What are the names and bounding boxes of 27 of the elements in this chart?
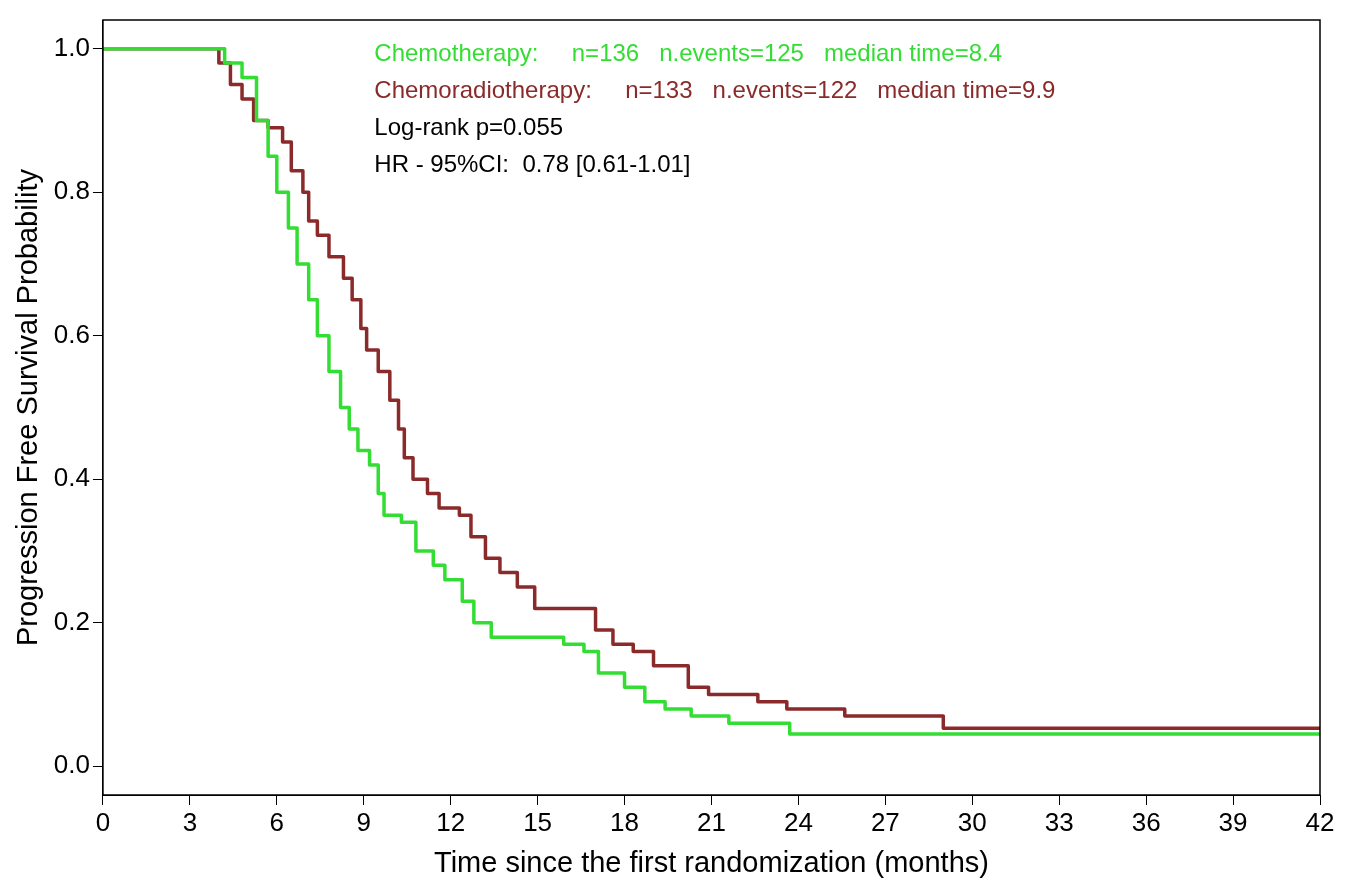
x-tick-label: 24 (783, 806, 813, 837)
x-tick-label: 6 (269, 806, 285, 837)
x-tick-label: 9 (356, 806, 371, 837)
x-tick-label: 15 (523, 806, 553, 837)
x-tick-label: 0 (95, 806, 111, 837)
x-tick-label: 42 (1305, 806, 1335, 837)
x-tick-label: 36 (1131, 806, 1161, 837)
annotation: Log-rank p=0.055 (374, 112, 564, 140)
x-tick-label: 39 (1218, 806, 1248, 837)
text: Chemotherapy: n=136 n.events=125 median time=8.4 (374, 38, 1003, 66)
y-tick-label: 0.8 (53, 175, 90, 206)
x-tick-label: 27 (870, 806, 900, 837)
y-tick-label: 0.4 (53, 462, 90, 493)
text: Chemoradiotherapy: n=133 n.events=122 median time=9.9 (374, 75, 1056, 103)
x-tick-label: 33 (1044, 806, 1074, 837)
x-tick-label: 12 (436, 806, 466, 837)
x-tick-label: 30 (957, 806, 987, 837)
y-tick-label: 0.6 (53, 318, 90, 349)
y-tick-label: 0.0 (53, 749, 90, 780)
y-tick-label: 0.2 (53, 605, 90, 636)
x-tick-label: 21 (697, 806, 726, 837)
y-tick-label: 1.0 (53, 31, 90, 62)
x-tick-label: 3 (182, 806, 198, 837)
x-axis-title: Time since the first randomization (months) (434, 845, 989, 878)
y-axis-title: Progression Free Survival Probability (11, 168, 44, 647)
x-tick-label: 18 (610, 806, 639, 837)
annotation: HR - 95%CI: 0.78 [0.61-1.01] (374, 149, 691, 177)
